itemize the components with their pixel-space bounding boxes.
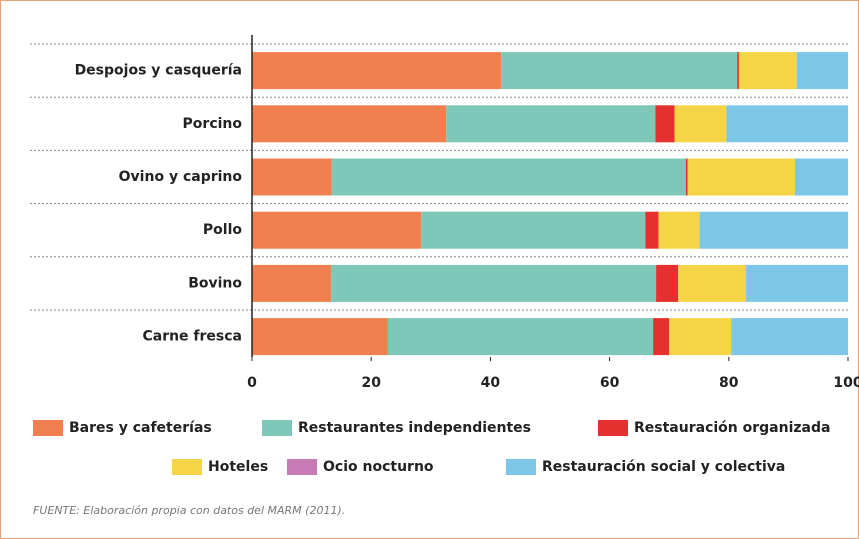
bar-segment	[387, 318, 654, 356]
bar-segment	[252, 52, 502, 90]
x-tick-label: 60	[600, 375, 620, 391]
legend-label: Hoteles	[208, 459, 268, 475]
x-tick-label: 80	[719, 375, 739, 391]
bar-segment	[796, 52, 848, 90]
legend-swatch	[33, 420, 63, 436]
x-tick-label: 0	[247, 375, 257, 391]
x-tick-label: 100	[833, 375, 859, 391]
legend-swatch	[287, 459, 317, 475]
bar-segment	[669, 318, 732, 356]
bar-segment	[655, 105, 675, 143]
bar-segment	[446, 105, 656, 143]
bar-segment	[656, 264, 679, 302]
bar-segment	[653, 318, 670, 356]
legend-swatch	[172, 459, 202, 475]
bar-segment	[501, 52, 738, 90]
legend-swatch	[598, 420, 628, 436]
bar-segment	[252, 211, 422, 249]
legend-swatch	[506, 459, 536, 475]
bar-segment	[252, 264, 332, 302]
category-label: Carne fresca	[142, 329, 242, 345]
bar-segment	[731, 318, 848, 356]
category-label: Bovino	[188, 275, 242, 291]
bar-segment	[738, 52, 797, 90]
bar-segment	[794, 158, 848, 196]
bar-segment	[746, 264, 848, 302]
legend-label: Restauración social y colectiva	[542, 459, 785, 475]
bar-segment	[421, 211, 646, 249]
category-label: Pollo	[203, 222, 242, 238]
bar-segment	[252, 318, 388, 356]
bar-segment	[645, 211, 659, 249]
bar-segment	[331, 264, 657, 302]
legend-label: Bares y cafeterías	[69, 420, 212, 436]
bar-segment	[252, 158, 332, 196]
category-label: Porcino	[183, 116, 243, 132]
bar-segment	[737, 52, 739, 90]
category-label: Ovino y caprino	[119, 169, 243, 185]
legend-label: Restaurantes independientes	[298, 420, 531, 436]
source: FUENTE: Elaboración propia con datos del…	[33, 504, 345, 517]
bar-segment	[687, 158, 795, 196]
bar-segment	[699, 211, 848, 249]
category-label: Despojos y casquería	[75, 63, 242, 79]
bar-segment	[726, 105, 848, 143]
bar-segment	[685, 158, 688, 196]
x-tick-label: 40	[481, 375, 501, 391]
bar-segment	[678, 264, 747, 302]
bar-segment	[658, 211, 700, 249]
bar-segment	[252, 105, 447, 143]
legend-label: Restauración organizada	[634, 420, 830, 436]
bar-segment	[331, 158, 686, 196]
bar-segment	[674, 105, 727, 143]
x-tick-label: 20	[361, 375, 381, 391]
legend-swatch	[262, 420, 292, 436]
legend-label: Ocio nocturno	[323, 459, 434, 475]
